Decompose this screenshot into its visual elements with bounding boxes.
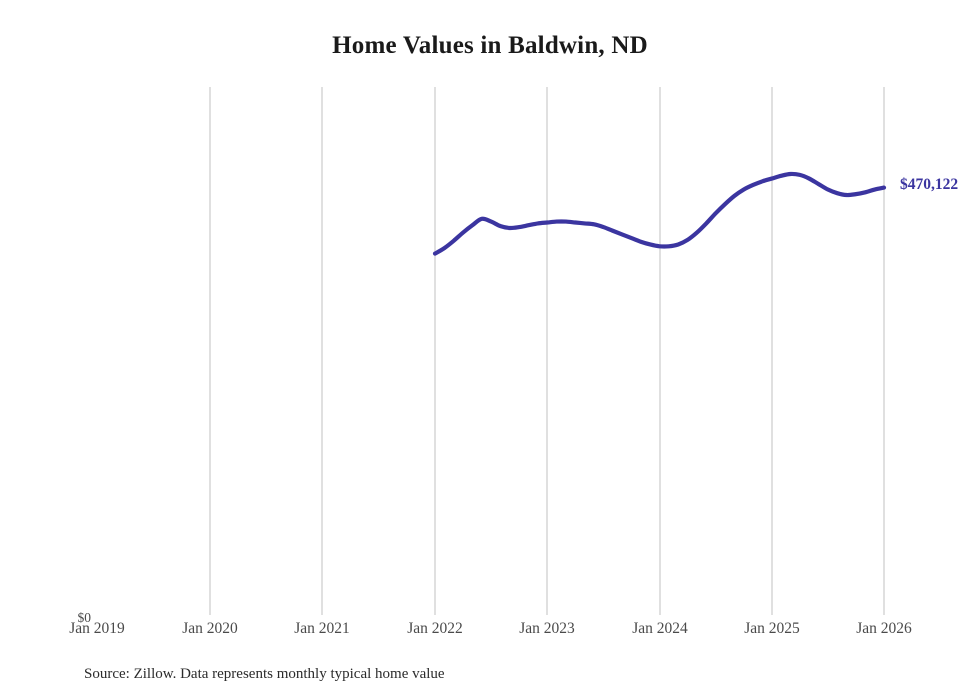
- y-tick-label-zero: $0: [77, 610, 92, 625]
- x-tick-label-jan-2021: Jan 2021: [294, 620, 350, 637]
- x-tick-label-jan-2025: Jan 2025: [744, 620, 800, 637]
- source-caption: Source: Zillow. Data represents monthly …: [84, 666, 445, 682]
- data-line-typical-home-value: [432, 171, 887, 256]
- x-tick-label-jan-2024: Jan 2024: [632, 620, 688, 637]
- x-tick-label-jan-2019: Jan 2019: [69, 620, 125, 637]
- x-tick-label-jan-2026: Jan 2026: [856, 620, 912, 637]
- x-tick-label-jan-2022: Jan 2022: [407, 620, 463, 637]
- x-tick-label-jan-2020: Jan 2020: [182, 620, 238, 637]
- gridlines: [209, 87, 885, 615]
- end-value-label: $470,122: [900, 175, 959, 193]
- x-tick-label-jan-2023: Jan 2023: [519, 620, 575, 637]
- chart-title: Home Values in Baldwin, ND: [332, 32, 648, 59]
